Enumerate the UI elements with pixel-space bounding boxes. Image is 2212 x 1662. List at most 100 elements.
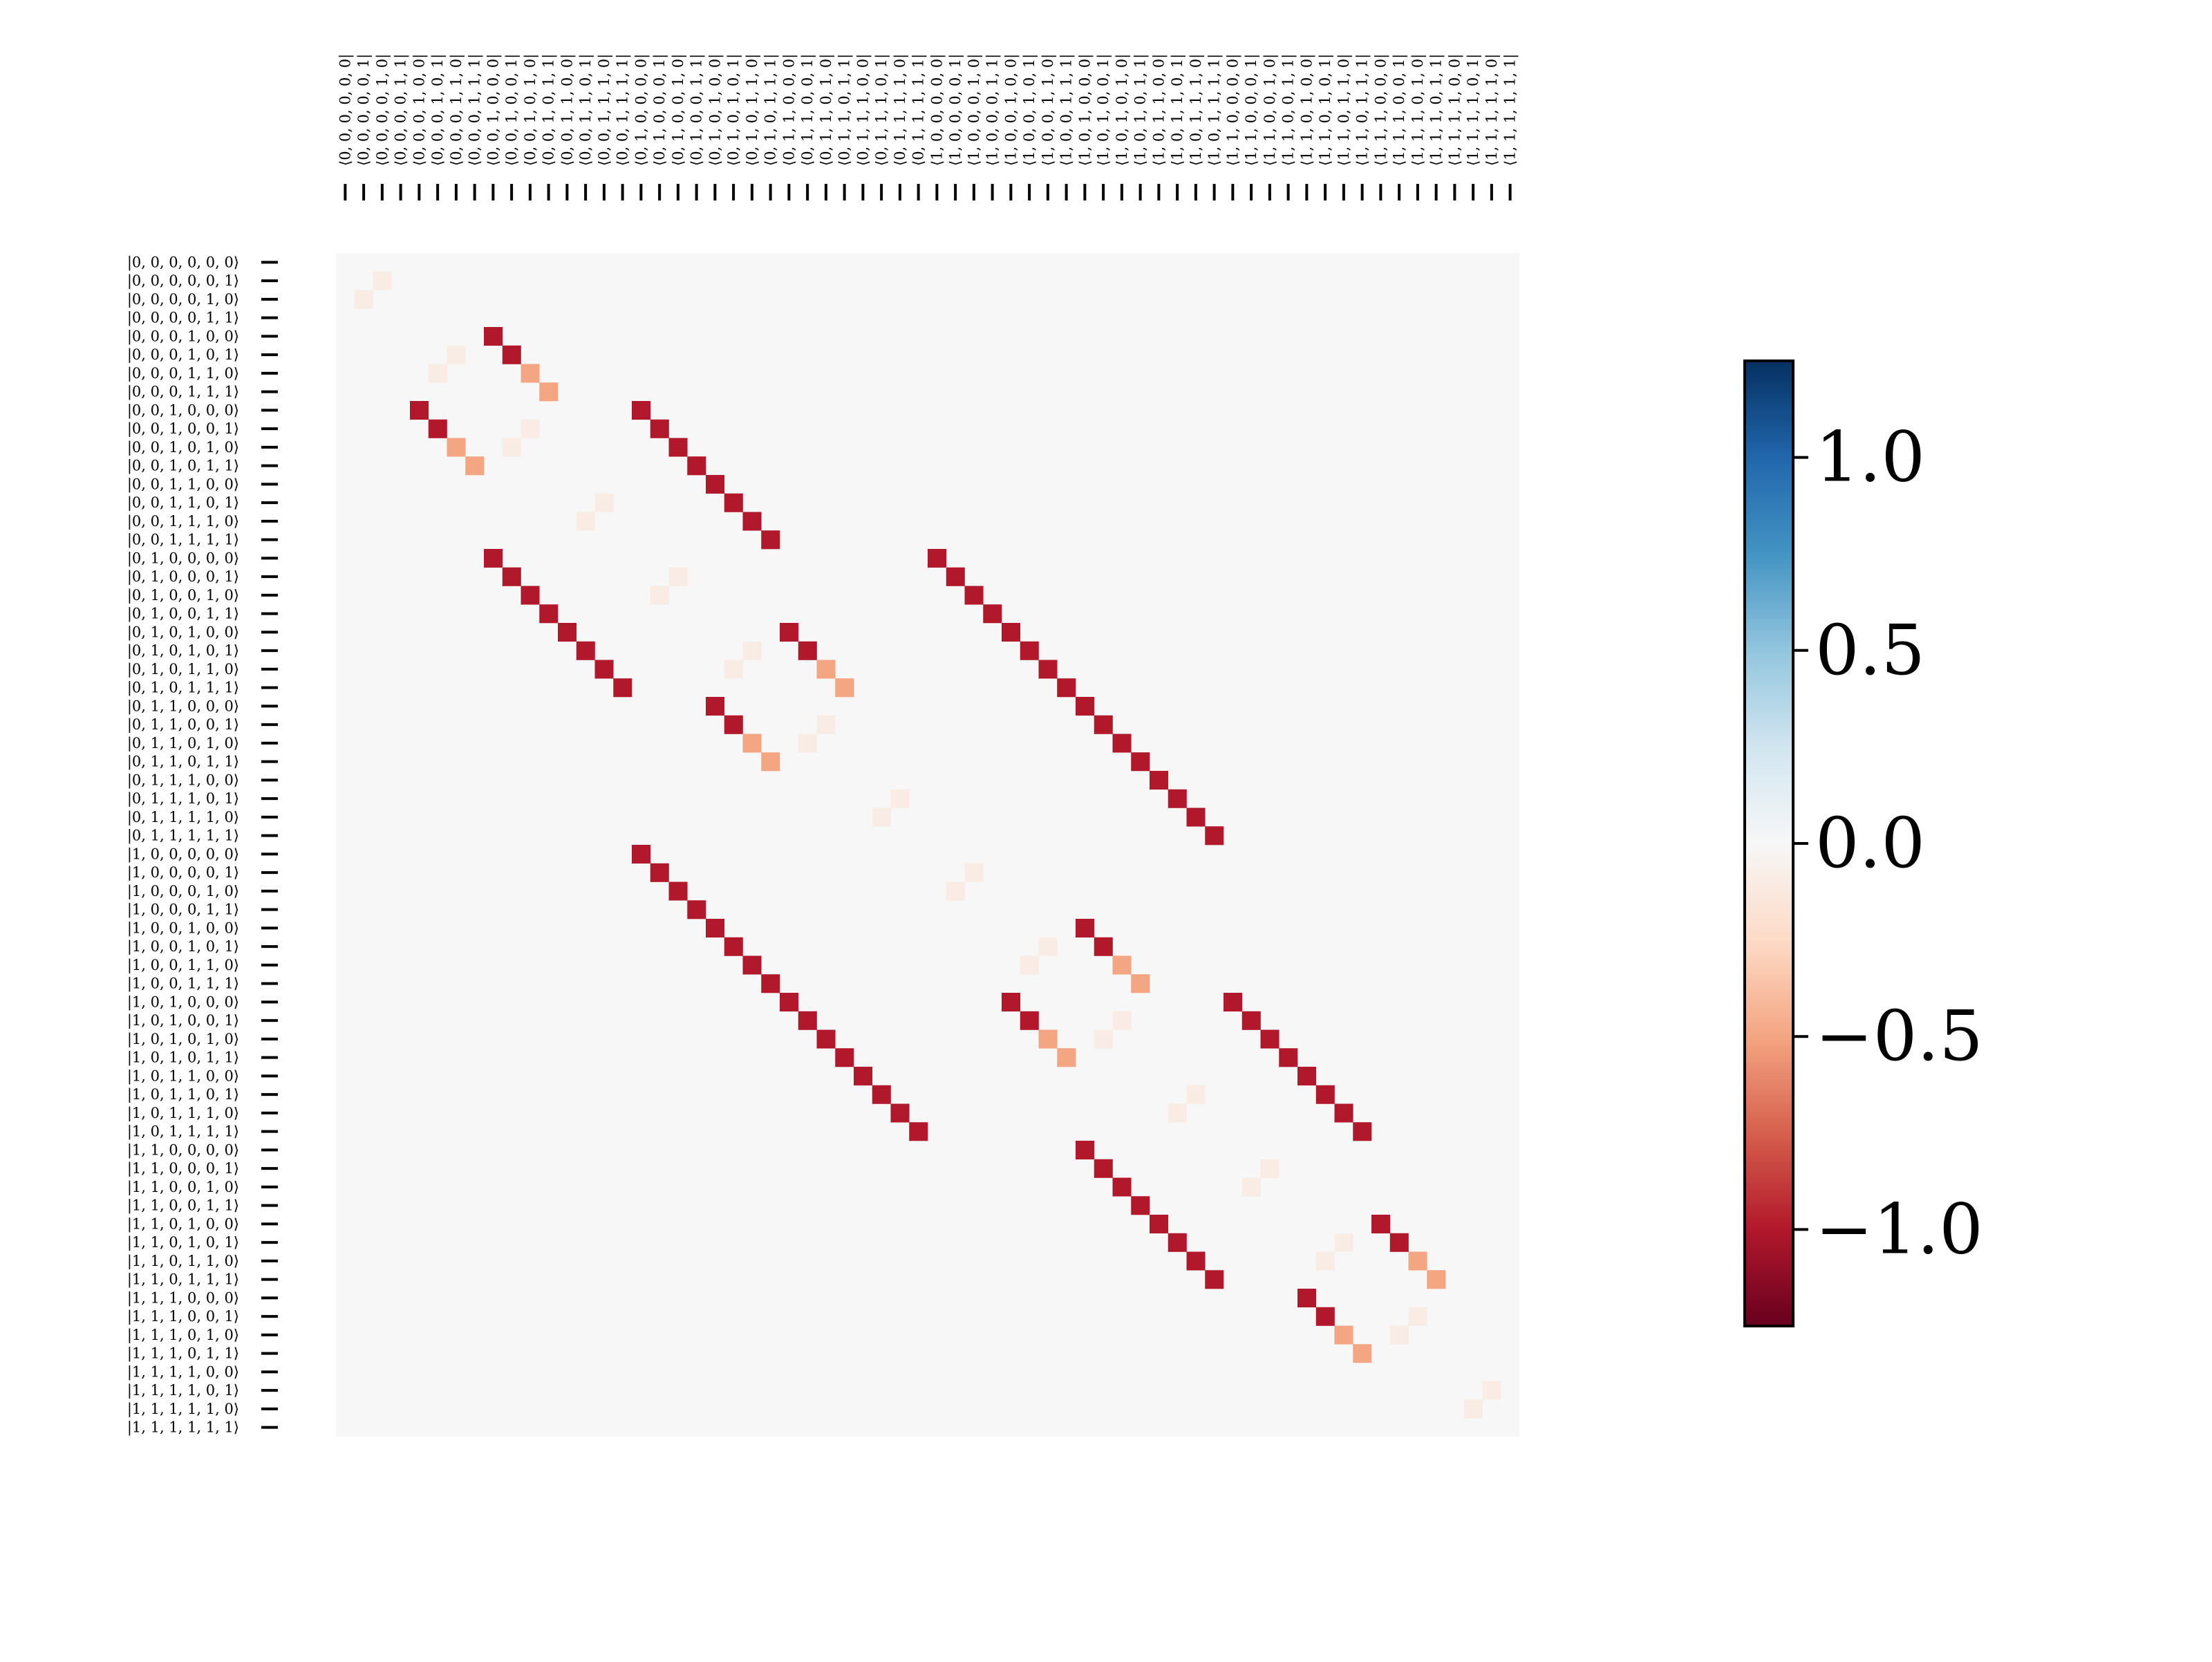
- column-tick-label: ⟨0, 0, 1, 0, 0, 0|: [485, 54, 502, 166]
- row-tick-label: |1, 1, 1, 1, 1, 1⟩: [127, 1419, 239, 1437]
- column-tick-label: ⟨1, 0, 1, 1, 1, 1|: [1206, 54, 1224, 166]
- column-tick-label: ⟨1, 1, 1, 1, 0, 0|: [1446, 54, 1463, 166]
- row-tick-label: |0, 1, 0, 1, 1, 1⟩: [127, 680, 239, 697]
- heatmap-cell: [1038, 1029, 1058, 1049]
- heatmap-cell: [780, 623, 799, 642]
- column-tick-label: ⟨0, 1, 1, 0, 1, 1|: [836, 54, 854, 166]
- heatmap-cell: [1131, 1196, 1150, 1215]
- heatmap-cell: [1038, 660, 1058, 679]
- heatmap-cell: [742, 641, 762, 660]
- heatmap-cell: [354, 290, 373, 309]
- heatmap-cell: [1076, 697, 1095, 716]
- row-tick-label: |1, 1, 0, 1, 0, 0⟩: [127, 1215, 239, 1233]
- column-tick-label: ⟨1, 1, 0, 0, 0, 0|: [1224, 54, 1241, 166]
- column-tick-label: ⟨0, 1, 0, 0, 1, 1|: [688, 54, 706, 166]
- heatmap-cell: [1315, 1251, 1335, 1271]
- row-tick-label: |1, 0, 0, 1, 1, 0⟩: [127, 957, 239, 974]
- heatmap-cell: [1353, 1122, 1372, 1141]
- column-tick-label: ⟨1, 1, 0, 1, 0, 1|: [1317, 54, 1334, 166]
- heatmap-cell: [1094, 1159, 1113, 1178]
- column-tick-label: ⟨1, 0, 1, 0, 0, 1|: [1095, 54, 1112, 166]
- row-tick-label: |0, 0, 0, 1, 0, 1⟩: [127, 346, 239, 364]
- column-tick-label: ⟨1, 0, 1, 0, 1, 0|: [1114, 54, 1131, 166]
- heatmap-cell: [1389, 1325, 1409, 1345]
- heatmap-cell: [1168, 1103, 1187, 1123]
- row-tick-label: |0, 1, 1, 1, 1, 0⟩: [127, 809, 239, 826]
- heatmap-cell: [594, 493, 614, 512]
- heatmap-cell: [410, 401, 429, 420]
- heatmap-cell: [502, 438, 521, 457]
- heatmap-cell: [465, 456, 485, 476]
- heatmap-cell: [1168, 789, 1187, 808]
- row-tick-label: |1, 0, 1, 0, 1, 0⟩: [127, 1031, 239, 1048]
- row-tick-label: |1, 1, 1, 0, 0, 0⟩: [127, 1289, 239, 1307]
- row-tick-label: |1, 0, 0, 0, 1, 1⟩: [127, 902, 239, 919]
- column-tick-label: ⟨0, 0, 0, 1, 0, 1|: [429, 54, 447, 166]
- row-tick-label: |0, 0, 1, 0, 1, 0⟩: [127, 439, 239, 456]
- heatmap-cell: [613, 678, 632, 698]
- heatmap-cell: [1112, 1011, 1132, 1030]
- heatmap-cell: [428, 419, 447, 438]
- heatmap-cell: [761, 974, 780, 993]
- heatmap-cell: [1315, 1085, 1335, 1104]
- column-tick-label: ⟨1, 0, 0, 0, 1, 1|: [984, 54, 1002, 166]
- heatmap-cell: [558, 623, 577, 642]
- heatmap-cell: [484, 327, 503, 346]
- row-tick-label: |0, 0, 1, 1, 0, 1⟩: [127, 494, 239, 512]
- row-tick-label: |1, 0, 0, 1, 1, 1⟩: [127, 975, 239, 993]
- colorbar-tick-label: 0.5: [1815, 610, 1925, 691]
- heatmap-cell: [964, 586, 984, 605]
- heatmap-cell: [447, 438, 466, 457]
- heatmap-background: [336, 253, 1519, 1437]
- column-tick-label: ⟨0, 0, 1, 0, 0, 1|: [503, 54, 521, 166]
- column-tick-label: ⟨0, 0, 0, 0, 0, 0|: [337, 54, 354, 166]
- colorbar-tick-label: 0.0: [1815, 803, 1925, 884]
- heatmap-cell: [1186, 1085, 1206, 1104]
- row-tick-label: |0, 0, 1, 0, 0, 1⟩: [127, 420, 239, 438]
- heatmap-cell: [1186, 1251, 1206, 1271]
- column-tick-label: ⟨1, 0, 1, 0, 0, 0|: [1076, 54, 1094, 166]
- heatmap-cell: [447, 345, 466, 364]
- column-tick-label: ⟨0, 0, 0, 1, 1, 1|: [467, 54, 484, 166]
- column-tick-label: ⟨0, 1, 1, 0, 0, 1|: [799, 54, 816, 166]
- heatmap-cell: [816, 715, 836, 734]
- row-tick-label: |0, 0, 0, 0, 0, 1⟩: [127, 272, 239, 290]
- heatmap-cell: [1112, 734, 1132, 753]
- heatmap-cell: [1094, 1029, 1113, 1049]
- column-tick-label: ⟨1, 1, 1, 0, 1, 1|: [1428, 54, 1445, 166]
- heatmap-cell: [1094, 937, 1113, 956]
- heatmap-cell: [668, 438, 688, 457]
- heatmap-cell: [1260, 1029, 1280, 1049]
- row-tick-label: |1, 1, 1, 0, 1, 0⟩: [127, 1327, 239, 1344]
- heatmap-cell: [1260, 1159, 1280, 1178]
- column-tick-label: ⟨1, 0, 0, 1, 1, 0|: [1040, 54, 1057, 166]
- row-tick-label: |1, 0, 0, 1, 0, 0⟩: [127, 919, 239, 937]
- heatmap-cell: [724, 660, 743, 679]
- colorbar: −1.0 −0.5 0.0 0.5 1.0: [1743, 360, 1983, 1327]
- row-tick-label: |1, 1, 0, 0, 0, 0⟩: [127, 1141, 239, 1159]
- row-tick-label: |1, 0, 1, 1, 0, 1⟩: [127, 1086, 239, 1103]
- column-tick-label: ⟨0, 0, 0, 0, 1, 1|: [393, 54, 410, 166]
- row-tick-label: |0, 1, 0, 0, 0, 1⟩: [127, 568, 239, 586]
- row-tick-label: |1, 0, 1, 0, 0, 1⟩: [127, 1012, 239, 1029]
- heatmap-cell: [1038, 937, 1058, 956]
- heatmap-cell: [668, 881, 688, 901]
- row-tick-label: |1, 0, 1, 1, 1, 0⟩: [127, 1105, 239, 1122]
- row-tick-label: |0, 0, 0, 1, 1, 1⟩: [127, 384, 239, 401]
- row-tick-label: |0, 1, 1, 0, 1, 0⟩: [127, 735, 239, 752]
- row-tick-label: |0, 1, 0, 1, 0, 0⟩: [127, 624, 239, 641]
- heatmap-cell: [1076, 1141, 1095, 1160]
- column-tick-label: ⟨1, 1, 1, 0, 0, 1|: [1391, 54, 1408, 166]
- heatmap-cell: [1334, 1325, 1353, 1345]
- heatmap-cell: [1463, 1399, 1483, 1419]
- heatmap-cell: [521, 419, 540, 438]
- heatmap-cell: [687, 456, 706, 476]
- heatmap-cell: [890, 789, 910, 808]
- heatmap-cell: [1057, 1048, 1076, 1067]
- column-tick-label: ⟨1, 0, 0, 1, 1, 1|: [1058, 54, 1076, 166]
- heatmap-cell: [835, 1048, 854, 1067]
- column-tick-label: ⟨0, 1, 0, 1, 0, 0|: [706, 54, 724, 166]
- row-tick-label: |1, 0, 1, 0, 0, 0⟩: [127, 993, 239, 1011]
- column-tick-label: ⟨0, 0, 1, 0, 1, 1|: [541, 54, 558, 166]
